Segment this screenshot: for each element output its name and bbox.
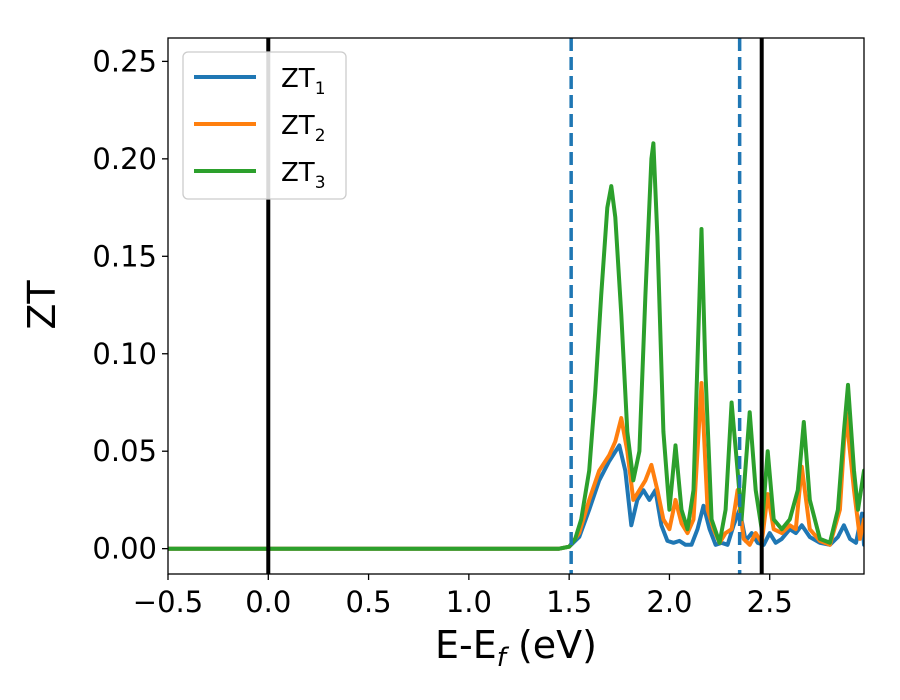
y-tick-label: 0.15 [92,239,157,273]
x-tick-label: 2.5 [747,585,793,619]
x-tick-label: 0.5 [346,585,392,619]
y-tick-label: 0.05 [92,434,157,468]
series-line-zt1 [168,443,864,551]
x-tick-label: 0.0 [245,585,291,619]
legend-label-zt3: ZT3 [281,158,326,193]
x-axis-label-unit: (eV) [506,623,597,667]
x-axis-label: E-Ef (eV) [435,623,597,673]
x-axis-label-main: E-E [435,623,497,667]
plot-frame [167,37,865,575]
legend: ZT1 ZT2 ZT3 [182,51,347,200]
x-tick-label: −0.5 [133,585,203,619]
y-tick-label: 0.20 [92,142,157,176]
y-tick-label: 0.25 [92,44,157,78]
legend-label-zt2: ZT2 [281,111,326,146]
y-tick-label: 0.10 [92,337,157,371]
legend-box [182,51,347,200]
series-line-zt3 [168,141,864,551]
x-tick-label: 2.0 [646,585,692,619]
series-layer [168,141,864,551]
x-tick-label: 1.0 [446,585,492,619]
legend-label-zt1: ZT1 [281,64,326,99]
ticks-layer: −0.5 0.0 0.5 1.0 1.5 2.0 2.5 0.00 0.05 0.10 0.15 0.… [92,44,792,619]
y-axis-label: ZT [20,280,64,330]
x-tick-label: 1.5 [546,585,592,619]
y-tick-label: 0.00 [92,532,157,566]
